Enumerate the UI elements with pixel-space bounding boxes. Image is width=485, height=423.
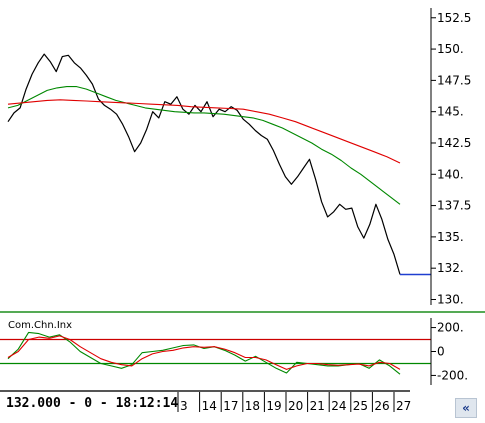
indicator-series-group [7,331,401,375]
indicator-y-axis: 200. 0 -200. [430,318,468,385]
date-tick-label: 21 [310,399,325,413]
indicator-tick-label: 200. [437,321,464,335]
date-tick-label: 19 [266,399,281,413]
indicator-panel: Com.Chn.Inx 200. 0 -200. [0,318,468,385]
price-tick-label: 152.5 [437,11,471,25]
scroll-left-button[interactable]: « [455,398,477,418]
price-tick-label: 150. [437,42,464,56]
price-tick-label: 130. [437,292,464,306]
date-axis-baseline [0,390,410,392]
date-axis: 3 14 17 18 19 20 21 24 25 26 27 132.000 - 0 - 18:1… [0,390,411,413]
price-series-ma-long [7,99,401,164]
date-tick-label: 26 [374,399,389,413]
price-y-axis: 130. 132. 135. 137.5 140. 142.5 145. 147.5 150. 1… [430,8,471,306]
date-tick-label: 24 [331,399,346,413]
date-tick-label: 14 [202,399,217,413]
date-tick-group: 3 14 17 18 19 20 21 24 25 26 27 [177,392,411,413]
date-tick-label: 3 [180,399,188,413]
price-tick-label: 137.5 [437,199,471,213]
indicator-tick-label: -200. [437,368,468,382]
price-tick-label: 132. [437,261,464,275]
price-tick-label: 147.5 [437,73,471,87]
crosshair-readout: 132.000 - 0 - 18:12:14 [6,396,178,411]
price-series-ma-short [7,86,401,205]
indicator-series-green [7,331,401,375]
date-tick-label: 17 [223,399,238,413]
indicator-series-red [7,335,401,370]
price-tick-label: 145. [437,105,464,119]
date-tick-label: 18 [245,399,260,413]
price-series-close [7,53,401,275]
price-series-group [7,53,431,276]
price-tick-label: 140. [437,167,464,181]
price-tick-label: 135. [437,230,464,244]
scroll-arrow-icon: « [462,401,470,415]
price-panel: 130. 132. 135. 137.5 140. 142.5 145. 147.5 150. 1… [7,8,471,306]
date-tick-label: 27 [396,399,411,413]
date-tick-label: 25 [353,399,368,413]
indicator-title: Com.Chn.Inx [8,320,72,331]
price-tick-label: 142.5 [437,136,471,150]
indicator-tick-label: 0 [437,345,445,359]
date-tick-label: 20 [288,399,303,413]
